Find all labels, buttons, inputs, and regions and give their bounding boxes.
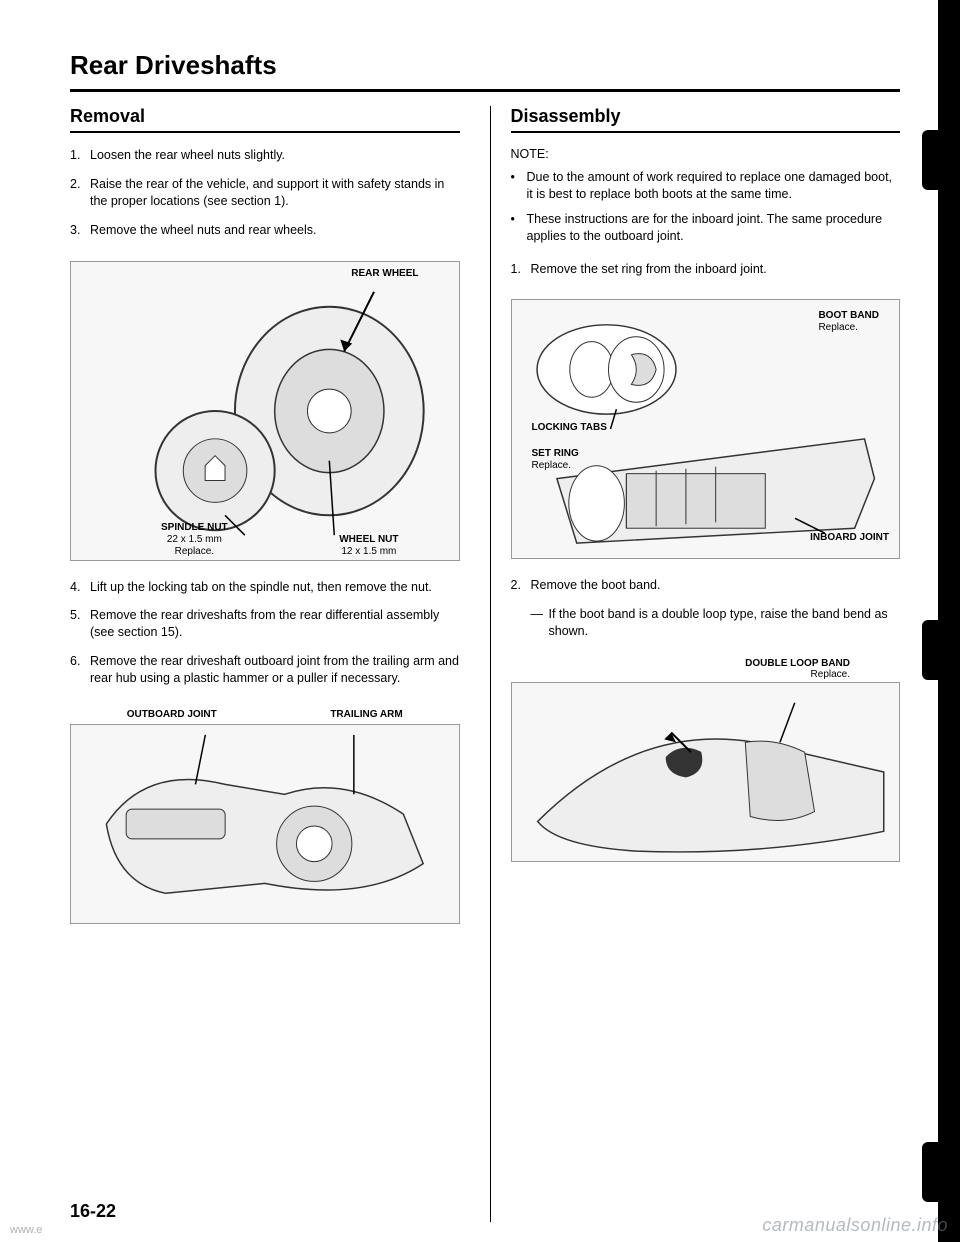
step: 1.Loosen the rear wheel nuts slightly. (70, 147, 460, 164)
step-text: Remove the boot band. (531, 577, 901, 594)
figure-outboard: OUTBOARD JOINT TRAILING ARM (70, 709, 460, 924)
step-text: Raise the rear of the vehicle, and suppo… (90, 176, 460, 210)
step: 1.Remove the set ring from the inboard j… (511, 261, 901, 278)
label-wheel-nut: WHEEL NUT (339, 534, 398, 545)
step: 4.Lift up the locking tab on the spindle… (70, 579, 460, 596)
watermark-left: www.e (10, 1224, 42, 1236)
section-title-removal: Removal (70, 106, 460, 127)
figure-double-loop: DOUBLE LOOP BAND Replace. (511, 658, 901, 862)
label-wheel-spec: 12 x 1.5 mm (341, 546, 396, 557)
step: 5.Remove the rear driveshafts from the r… (70, 607, 460, 641)
rule-top (70, 89, 900, 92)
section-title-disassembly: Disassembly (511, 106, 901, 127)
dash-icon: — (531, 606, 549, 640)
step-number: 2. (70, 176, 90, 210)
step-number: 4. (70, 579, 90, 596)
watermark-right: carmanualsonline.info (762, 1215, 948, 1236)
bullet-icon: • (511, 169, 527, 203)
thumb-tab-mid (922, 620, 960, 680)
bullet-text: Due to the amount of work required to re… (527, 169, 901, 203)
label-set-ring: SET RING (532, 448, 579, 459)
label-spindle-nut: SPINDLE NUT (161, 522, 228, 533)
figure-wheel-box: REAR WHEEL SPINDLE NUT 22 x 1.5 mm Repla… (70, 261, 460, 561)
step-number: 5. (70, 607, 90, 641)
figure-double-loop-box (511, 682, 901, 862)
page-content: Rear Driveshafts Removal 1.Loosen the re… (0, 0, 960, 1242)
page-number: 16-22 (70, 1201, 460, 1222)
label-trailing-arm: TRAILING ARM (330, 709, 402, 720)
step-number: 1. (70, 147, 90, 164)
figure-wheel: REAR WHEEL SPINDLE NUT 22 x 1.5 mm Repla… (70, 261, 460, 561)
note-bullet: •Due to the amount of work required to r… (511, 169, 901, 203)
label-inboard-joint: INBOARD JOINT (810, 532, 889, 544)
substep-text: If the boot band is a double loop type, … (549, 606, 901, 640)
label-double-replace: Replace. (811, 669, 850, 680)
label-spindle-replace: Replace. (175, 546, 214, 557)
step-number: 2. (511, 577, 531, 594)
substep: —If the boot band is a double loop type,… (531, 606, 901, 640)
step-text: Remove the rear driveshaft outboard join… (90, 653, 460, 687)
outboard-illustration (71, 725, 459, 923)
label-locking-tabs: LOCKING TABS (532, 422, 607, 434)
two-columns: Removal 1.Loosen the rear wheel nuts sli… (70, 106, 900, 1222)
double-loop-illustration (512, 683, 900, 861)
step-text: Lift up the locking tab on the spindle n… (90, 579, 460, 596)
step-text: Remove the set ring from the inboard joi… (531, 261, 901, 278)
label-double-loop: DOUBLE LOOP BAND (745, 658, 850, 669)
label-set-replace: Replace. (532, 460, 571, 471)
thumb-tab-top (922, 130, 960, 190)
step: 2.Remove the boot band. (511, 577, 901, 594)
step: 3.Remove the wheel nuts and rear wheels. (70, 222, 460, 239)
figure-outboard-box (70, 724, 460, 924)
step: 6.Remove the rear driveshaft outboard jo… (70, 653, 460, 687)
label-boot-replace: Replace. (818, 322, 857, 333)
label-rear-wheel: REAR WHEEL (351, 268, 418, 280)
bullet-text: These instructions are for the inboard j… (527, 211, 901, 245)
figure-inboard: BOOT BAND Replace. LOCKING TABS SET RING… (511, 299, 901, 559)
rule-removal (70, 131, 460, 133)
step-text: Loosen the rear wheel nuts slightly. (90, 147, 460, 164)
figure-inboard-box: BOOT BAND Replace. LOCKING TABS SET RING… (511, 299, 901, 559)
column-left: Removal 1.Loosen the rear wheel nuts sli… (70, 106, 460, 1222)
main-title: Rear Driveshafts (70, 50, 900, 81)
note-bullet: •These instructions are for the inboard … (511, 211, 901, 245)
rule-disassembly (511, 131, 901, 133)
step-number: 3. (70, 222, 90, 239)
step-number: 6. (70, 653, 90, 687)
label-outboard-joint: OUTBOARD JOINT (127, 709, 217, 720)
note-heading: NOTE: (511, 147, 901, 161)
thumb-tab-bottom (922, 1142, 960, 1202)
wheel-illustration (71, 262, 459, 560)
label-boot-band: BOOT BAND (818, 310, 879, 321)
step: 2.Raise the rear of the vehicle, and sup… (70, 176, 460, 210)
label-spindle-spec: 22 x 1.5 mm (167, 534, 222, 545)
step-number: 1. (511, 261, 531, 278)
bullet-icon: • (511, 211, 527, 245)
step-text: Remove the wheel nuts and rear wheels. (90, 222, 460, 239)
step-text: Remove the rear driveshafts from the rea… (90, 607, 460, 641)
column-right: Disassembly NOTE: •Due to the amount of … (490, 106, 901, 1222)
